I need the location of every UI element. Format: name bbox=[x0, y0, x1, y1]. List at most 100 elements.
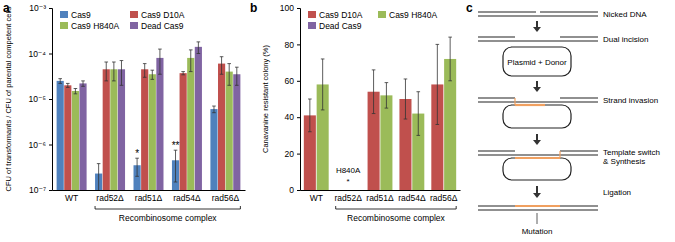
error-bar bbox=[158, 49, 162, 74]
y-tick-mark bbox=[297, 44, 300, 45]
plot-marks bbox=[57, 42, 241, 190]
x-tick-label: WT bbox=[310, 193, 323, 203]
step-label: Dual incision bbox=[603, 35, 648, 44]
step-label: Strand invasion bbox=[603, 96, 658, 105]
legend-swatch bbox=[60, 22, 68, 29]
y-tick-mark bbox=[297, 8, 300, 9]
plasmid bbox=[503, 47, 571, 76]
y-tick-label: 80 bbox=[285, 40, 295, 50]
step-label: & Synthesis bbox=[603, 157, 645, 166]
error-bar bbox=[372, 70, 376, 114]
y-tick-mark bbox=[297, 81, 300, 82]
bar bbox=[226, 72, 233, 190]
legend-label: Cas9 D10A bbox=[319, 10, 363, 20]
error-bar bbox=[112, 62, 116, 81]
annotation: * bbox=[347, 177, 350, 186]
y-axis-title: Canavanine resistant colony (%) bbox=[261, 45, 270, 153]
error-bar bbox=[448, 37, 452, 81]
new-strand bbox=[559, 151, 560, 158]
annotation: H840A bbox=[336, 166, 361, 175]
x-tick-label: rad54Δ bbox=[398, 193, 426, 203]
bar bbox=[141, 69, 148, 190]
error-bar bbox=[58, 79, 62, 84]
bar bbox=[195, 47, 202, 190]
panel-label: c bbox=[466, 1, 473, 15]
y-tick-mark bbox=[49, 54, 52, 55]
error-bar bbox=[120, 61, 124, 86]
step-label: Template switch bbox=[603, 148, 660, 157]
x-tick: rad52Δ bbox=[96, 190, 124, 203]
new-strand bbox=[515, 104, 545, 106]
legend-swatch bbox=[378, 11, 386, 18]
error-bar bbox=[321, 59, 325, 110]
new-strand bbox=[515, 205, 560, 207]
x-tick: WT bbox=[310, 190, 323, 203]
dna-strand bbox=[478, 209, 598, 210]
error-bar bbox=[189, 50, 193, 72]
bar bbox=[380, 95, 392, 190]
y-tick-mark bbox=[297, 117, 300, 118]
x-axis-line bbox=[53, 190, 246, 191]
y-tick-mark bbox=[49, 99, 52, 100]
y-tick-label: 10⁻⁴ bbox=[28, 49, 46, 59]
bar bbox=[187, 58, 194, 190]
error-bar bbox=[308, 99, 312, 132]
error-bar bbox=[97, 164, 101, 190]
annotation: * bbox=[135, 148, 139, 159]
bar bbox=[156, 58, 163, 190]
dna-strand bbox=[560, 150, 598, 151]
legend-swatch bbox=[308, 11, 316, 18]
y-tick-label: 20 bbox=[285, 149, 295, 159]
plasmid bbox=[503, 105, 571, 128]
legend-label: Dead Cas9 bbox=[319, 21, 362, 31]
legend-label: Cas9 bbox=[71, 10, 91, 20]
error-bar bbox=[385, 83, 389, 108]
x-tick-label: WT bbox=[65, 193, 78, 203]
bar bbox=[233, 74, 240, 190]
x-tick: rad56Δ bbox=[212, 190, 240, 203]
plot-marks bbox=[304, 37, 456, 190]
x-tick: rad51Δ bbox=[135, 190, 163, 203]
bar bbox=[103, 69, 110, 190]
group-bracket bbox=[95, 206, 240, 209]
arrow-shaft bbox=[536, 134, 538, 141]
y-tick: 20 bbox=[285, 149, 300, 159]
arrow-head bbox=[533, 140, 541, 145]
group-label: Recombinosome complex bbox=[119, 213, 218, 223]
legend-swatch bbox=[130, 11, 138, 18]
legend-label: Dead Cas9 bbox=[141, 21, 184, 31]
y-tick-label: 10⁻³ bbox=[29, 3, 46, 13]
y-tick-label: 10⁻⁶ bbox=[29, 140, 46, 150]
y-tick-mark bbox=[49, 8, 52, 9]
x-tick: rad54Δ bbox=[398, 190, 426, 203]
y-axis: 10⁻⁷10⁻⁶10⁻⁵10⁻⁴10⁻³ bbox=[28, 3, 52, 195]
bar bbox=[72, 91, 79, 190]
legend-swatch bbox=[60, 11, 68, 18]
new-strand bbox=[515, 157, 560, 159]
mutation-pointer bbox=[537, 213, 538, 224]
bar bbox=[110, 69, 117, 190]
dna-strand bbox=[478, 15, 598, 16]
panel-0: a10⁻⁷10⁻⁶10⁻⁵10⁻⁴10⁻³CFU of transformant… bbox=[3, 1, 246, 223]
y-tick: 80 bbox=[285, 40, 300, 50]
y-tick-mark bbox=[49, 145, 52, 146]
bar bbox=[218, 64, 225, 190]
bar bbox=[149, 74, 156, 190]
arrow-shaft bbox=[536, 81, 538, 88]
y-tick-label: 40 bbox=[285, 112, 295, 122]
x-tick: rad54Δ bbox=[173, 190, 201, 203]
x-tick-label: rad51Δ bbox=[366, 193, 394, 203]
legend-label: Cas9 H840A bbox=[71, 21, 120, 31]
y-tick-label: 10⁻⁵ bbox=[29, 94, 46, 104]
y-axis-line bbox=[49, 9, 53, 191]
legend-swatch bbox=[308, 22, 316, 29]
figure: a10⁻⁷10⁻⁶10⁻⁵10⁻⁴10⁻³CFU of transformant… bbox=[0, 0, 675, 242]
legend-swatch bbox=[130, 22, 138, 29]
y-tick-label: 60 bbox=[285, 76, 295, 86]
diagram: cNicked DNADual incisionPlasmid + DonorS… bbox=[466, 1, 660, 236]
y-tick: 10⁻⁴ bbox=[28, 49, 52, 59]
dna-strand bbox=[478, 205, 598, 206]
error-bar bbox=[181, 72, 185, 75]
legend: Cas9 D10ACas9 H840ADead Cas9 bbox=[308, 10, 438, 31]
dna-strand bbox=[478, 11, 536, 12]
